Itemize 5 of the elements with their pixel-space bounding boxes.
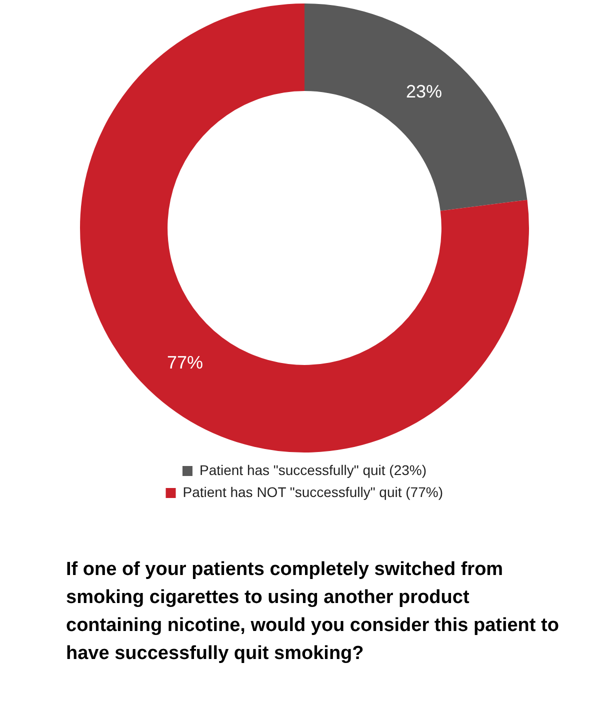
- data-label: 77%: [166, 352, 203, 373]
- data-label: 23%: [406, 81, 442, 102]
- text: If one of your patients completely switched from smoking cigarettes to using another product containing nicotine, would you consider this patient to have successfully quit smoking?: [66, 558, 560, 666]
- legend-label: Patient has NOT "successfully" quit (77%): [182, 484, 443, 500]
- legend-label: Patient has "successfully" quit (23%): [199, 462, 427, 478]
